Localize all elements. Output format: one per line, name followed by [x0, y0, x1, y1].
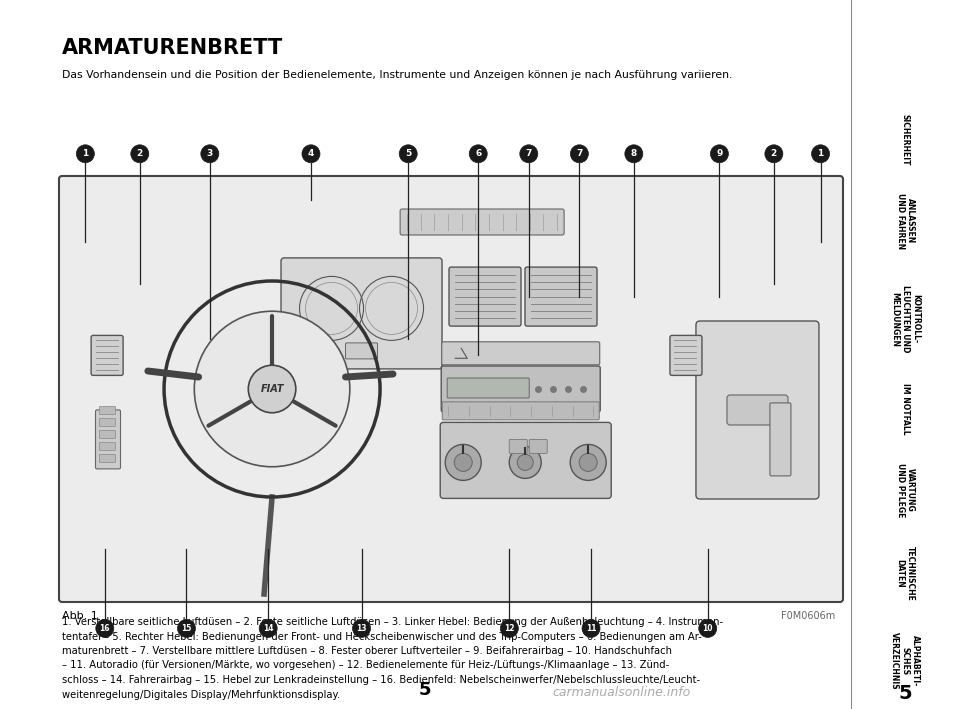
Text: 11: 11 — [586, 624, 596, 633]
Text: TECHNISCHE
DATEN: TECHNISCHE DATEN — [896, 546, 915, 601]
Text: ARMATURENBRETT: ARMATURENBRETT — [62, 38, 283, 58]
Circle shape — [570, 445, 606, 481]
Text: 4: 4 — [308, 150, 314, 158]
Text: 2: 2 — [136, 150, 143, 158]
FancyBboxPatch shape — [100, 442, 115, 450]
FancyBboxPatch shape — [449, 267, 521, 326]
FancyBboxPatch shape — [100, 454, 115, 462]
FancyBboxPatch shape — [670, 335, 702, 375]
Circle shape — [454, 453, 472, 471]
Text: 15: 15 — [181, 624, 192, 633]
Circle shape — [625, 145, 643, 163]
Circle shape — [519, 145, 538, 163]
Circle shape — [710, 145, 729, 163]
Circle shape — [131, 145, 149, 163]
Text: 3: 3 — [206, 150, 213, 158]
Text: 5: 5 — [405, 150, 411, 158]
Text: SICHERHEIT: SICHERHEIT — [900, 114, 910, 165]
Text: 6: 6 — [475, 150, 481, 158]
Circle shape — [517, 454, 533, 470]
FancyBboxPatch shape — [529, 440, 547, 453]
FancyBboxPatch shape — [100, 418, 115, 427]
Circle shape — [96, 620, 114, 637]
Text: 12: 12 — [504, 624, 515, 633]
Text: F0M0606m: F0M0606m — [780, 611, 835, 621]
FancyBboxPatch shape — [95, 410, 121, 469]
Circle shape — [469, 145, 488, 163]
Circle shape — [302, 145, 320, 163]
Text: Abb. 1: Abb. 1 — [62, 611, 98, 621]
Text: 7: 7 — [576, 150, 583, 158]
Circle shape — [445, 445, 481, 481]
Circle shape — [699, 620, 717, 637]
Circle shape — [178, 620, 196, 637]
Text: 10: 10 — [703, 624, 713, 633]
Text: 2: 2 — [771, 150, 777, 158]
Text: schloss – 14. Fahrerairbag – 15. Hebel zur Lenkradeinstellung – 16. Bedienfeld: : schloss – 14. Fahrerairbag – 15. Hebel z… — [62, 675, 700, 685]
FancyBboxPatch shape — [100, 430, 115, 438]
FancyBboxPatch shape — [441, 423, 612, 498]
Text: 1: 1 — [83, 150, 88, 158]
FancyBboxPatch shape — [696, 321, 819, 499]
Circle shape — [399, 145, 418, 163]
FancyBboxPatch shape — [442, 342, 600, 365]
FancyBboxPatch shape — [525, 267, 597, 326]
Circle shape — [570, 145, 588, 163]
FancyBboxPatch shape — [59, 176, 843, 602]
Text: KONTROLL-
LEUCHTEN UND
MELDUNGEN: KONTROLL- LEUCHTEN UND MELDUNGEN — [890, 285, 921, 353]
Text: 7: 7 — [526, 150, 532, 158]
Text: ARMATUREN-
BRETT UND
BEDIENUNGEN: ARMATUREN- BRETT UND BEDIENUNGEN — [890, 20, 921, 84]
Text: tentafel – 5. Rechter Hebel: Bedienungen der Front- und Heckscheibenwischer und : tentafel – 5. Rechter Hebel: Bedienungen… — [62, 632, 702, 642]
Text: 9: 9 — [716, 150, 723, 158]
FancyBboxPatch shape — [447, 378, 529, 398]
Text: 8: 8 — [631, 150, 636, 158]
FancyBboxPatch shape — [443, 402, 599, 420]
Text: 1. Verstellbare seitliche Luftdüsen – 2. Feste seitliche Luftdüsen – 3. Linker H: 1. Verstellbare seitliche Luftdüsen – 2.… — [62, 617, 723, 627]
FancyBboxPatch shape — [100, 406, 115, 415]
Circle shape — [259, 620, 277, 637]
FancyBboxPatch shape — [727, 395, 788, 425]
Circle shape — [194, 311, 349, 467]
FancyBboxPatch shape — [770, 403, 791, 476]
FancyBboxPatch shape — [442, 366, 600, 412]
Text: 5: 5 — [899, 683, 912, 703]
Text: weitenregelung/Digitales Display/Mehrfunktionsdisplay.: weitenregelung/Digitales Display/Mehrfun… — [62, 689, 340, 700]
Text: 5: 5 — [419, 681, 432, 699]
Circle shape — [509, 447, 541, 479]
Text: 1: 1 — [817, 150, 824, 158]
FancyBboxPatch shape — [91, 335, 123, 375]
Circle shape — [811, 145, 829, 163]
Text: – 11. Autoradio (für Versionen/Märkte, wo vorgesehen) – 12. Bedienelemente für H: – 11. Autoradio (für Versionen/Märkte, w… — [62, 661, 669, 671]
Circle shape — [352, 620, 371, 637]
Circle shape — [579, 453, 597, 471]
Circle shape — [201, 145, 219, 163]
Circle shape — [500, 620, 518, 637]
FancyBboxPatch shape — [346, 343, 377, 359]
Circle shape — [77, 145, 94, 163]
Text: ALPHABETI-
SCHES
VERZEICHNIS: ALPHABETI- SCHES VERZEICHNIS — [890, 632, 921, 690]
Circle shape — [249, 365, 296, 413]
Text: ANLASSEN
UND FAHREN: ANLASSEN UND FAHREN — [896, 193, 915, 249]
FancyBboxPatch shape — [281, 258, 442, 369]
FancyBboxPatch shape — [509, 440, 527, 453]
Text: WARTUNG
UND PFLEGE: WARTUNG UND PFLEGE — [896, 463, 915, 518]
Circle shape — [582, 620, 600, 637]
Text: 16: 16 — [100, 624, 110, 633]
Text: Das Vorhandensein und die Position der Bedienelemente, Instrumente und Anzeigen : Das Vorhandensein und die Position der B… — [62, 70, 732, 80]
Circle shape — [765, 145, 782, 163]
FancyBboxPatch shape — [400, 209, 564, 235]
Text: maturenbrett – 7. Verstellbare mittlere Luftdüsen – 8. Fester oberer Luftverteil: maturenbrett – 7. Verstellbare mittlere … — [62, 646, 672, 656]
Text: 14: 14 — [263, 624, 274, 633]
Text: carmanualsonline.info: carmanualsonline.info — [553, 686, 691, 699]
Text: FIAT: FIAT — [260, 384, 284, 394]
Text: IM NOTFALL: IM NOTFALL — [900, 383, 910, 435]
Text: 13: 13 — [356, 624, 367, 633]
